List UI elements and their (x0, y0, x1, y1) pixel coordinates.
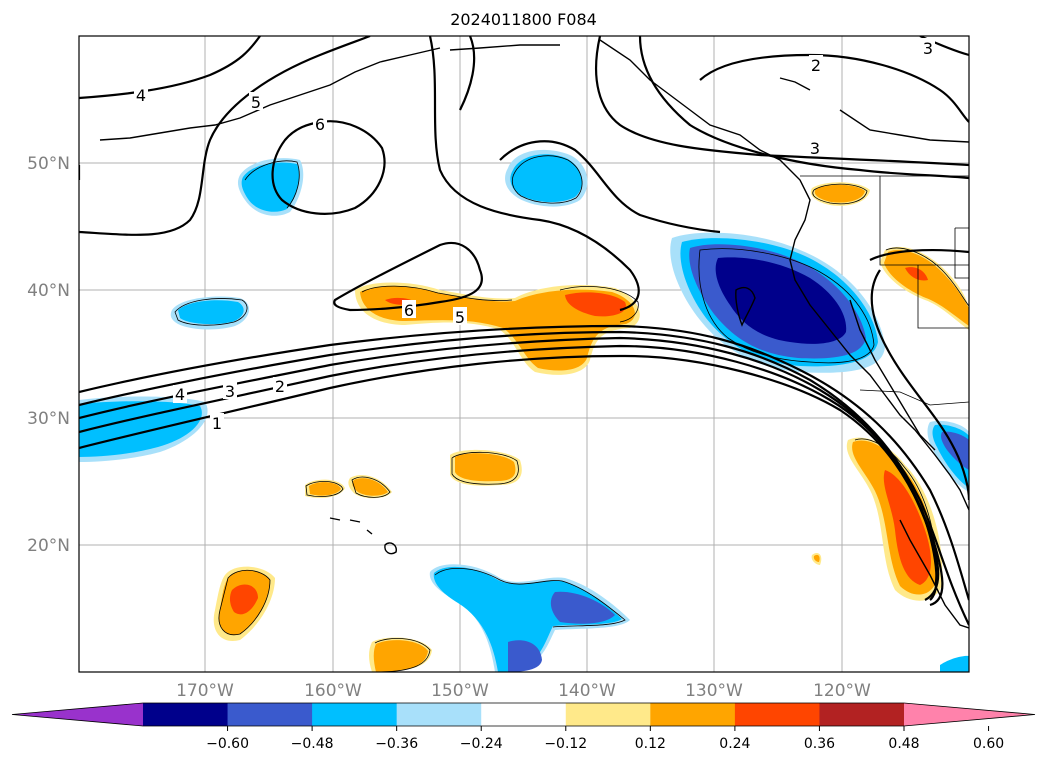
colorbar-tick-label: −0.36 (375, 736, 418, 752)
height-contours (79, 36, 969, 626)
lon-label-150w: 150°W (431, 681, 489, 701)
colorbar-segment (312, 703, 398, 726)
colorbar-segment (227, 703, 313, 726)
political-borders (800, 175, 969, 406)
colorbar-extend-low (12, 703, 143, 726)
lon-label-170w: 170°W (176, 681, 234, 701)
lat-label-20n: 20°N (27, 536, 70, 556)
contour-label: 6 (404, 301, 414, 320)
colorbar-segment (143, 703, 229, 726)
negative-anomaly-fills (79, 149, 969, 672)
colorbar-tick-label: 0.48 (888, 736, 919, 752)
lat-label-50n: 50°N (27, 154, 70, 174)
colorbar: −0.60 −0.48 −0.36 −0.24 −0.12 0.12 0.24 0.36 0.4… (11, 702, 1036, 752)
contour-label: 3 (810, 139, 820, 158)
longitude-labels: 170°W 160°W 150°W 140°W 130°W 120°W (176, 681, 871, 701)
positive-anomaly-fills (213, 182, 969, 672)
contour-labels: 4 5 6 2 3 6 5 4 3 2 1 3 (134, 38, 935, 433)
colorbar-tick-label: −0.12 (544, 736, 587, 752)
lon-label-120w: 120°W (813, 681, 871, 701)
contour-label: 1 (212, 414, 222, 433)
coastlines (99, 39, 969, 629)
plot-title: 2024011800 F084 (450, 10, 597, 29)
colorbar-tick-label: 0.24 (719, 736, 750, 752)
colorbar-segment (481, 703, 567, 726)
colorbar-tick-label: 0.12 (635, 736, 666, 752)
colorbar-segment (819, 703, 905, 726)
lat-label-40n: 40°N (27, 281, 70, 301)
colorbar-tick-label: 0.36 (804, 736, 835, 752)
colorbar-outline (11, 702, 1036, 727)
colorbar-tick-label: −0.24 (460, 736, 503, 752)
contour-label: 3 (923, 39, 933, 58)
lon-label-160w: 160°W (304, 681, 362, 701)
colorbar-segment (565, 703, 651, 726)
lon-label-140w: 140°W (558, 681, 616, 701)
contour-label: 6 (315, 115, 325, 134)
contour-label: 3 (225, 382, 235, 401)
lat-label-30n: 30°N (27, 409, 70, 429)
colorbar-segment (734, 703, 820, 726)
contour-label: 4 (175, 385, 185, 404)
map-frame (78, 35, 970, 673)
colorbar-extend-high (904, 703, 1035, 726)
contour-label: 2 (811, 56, 821, 75)
contour-label: 2 (275, 377, 285, 396)
colorbar-segment (650, 703, 736, 726)
contour-label: 4 (136, 86, 146, 105)
lon-label-130w: 130°W (685, 681, 743, 701)
contour-label: 5 (455, 308, 465, 327)
colorbar-tick-label: −0.48 (291, 736, 334, 752)
colorbar-tick-label: 0.60 (973, 736, 1004, 752)
colorbar-segment (396, 703, 482, 726)
contour-label: 5 (251, 93, 261, 112)
latitude-labels: 50°N 40°N 30°N 20°N (27, 154, 70, 556)
colorbar-tick-label: −0.60 (206, 736, 249, 752)
